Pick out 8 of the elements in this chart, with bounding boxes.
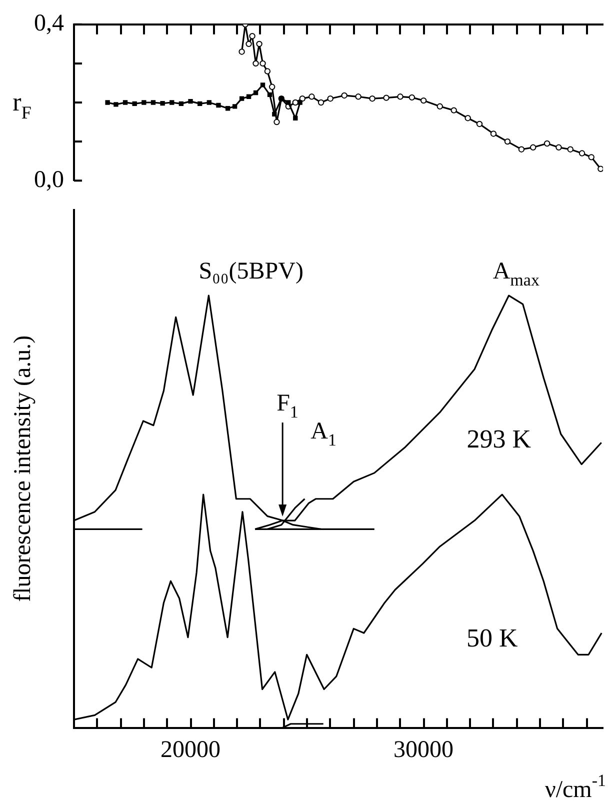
series-label: 293 K: [466, 424, 532, 454]
x-tick-label: 20000: [160, 736, 221, 763]
y-tick-label: 0,0: [34, 166, 64, 193]
series-label: 50 K: [466, 624, 518, 653]
annotation: S₀₀(5BPV): [198, 258, 304, 285]
y-axis-title: fluorescence intensity (a.u.): [10, 335, 36, 602]
y-tick-label: 0,4: [34, 10, 64, 37]
x-tick-label: 30000: [394, 736, 454, 763]
